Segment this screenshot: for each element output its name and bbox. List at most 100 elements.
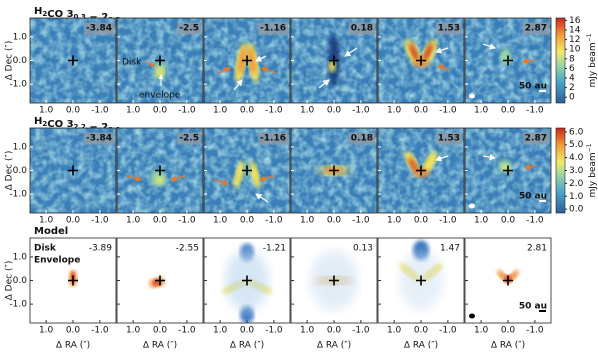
arrow [344,47,358,57]
y-tick-label: 1.0 [13,252,28,262]
center-cross [416,55,426,66]
legend-envelope: Envelope [34,256,80,266]
center-cross [503,55,513,66]
beam [469,203,475,209]
x-tick-label: 0.0 [327,326,342,336]
colorbar-tick-label: 10 [569,45,581,55]
y-tick-label: 0.0 [13,276,28,286]
x-tick-label: -1.0 [352,216,370,226]
envelope-annotation: envelope [139,91,181,101]
colorbar-label: mJy beam−1 [586,143,598,197]
x-tick-label: -1.0 [265,106,283,116]
x-tick-label: -1.0 [439,216,457,226]
y-tick-label: 0.0 [13,166,28,176]
x-axis-label: Δ RA (″) [143,341,177,351]
title-part: − 2 [86,122,108,133]
velocity-box [177,22,201,35]
x-tick-label: 1.0 [39,326,54,336]
x-tick-label: 1.0 [300,216,315,226]
x-tick-label: 0.0 [414,326,429,336]
colorbar-tick-label: 4.0 [569,153,584,163]
arrow [260,66,277,74]
unit: mJy beam [588,152,598,197]
colorbar-tick-label: 5.0 [569,140,584,150]
velocity-box [435,132,462,145]
channel-panel: 1.0 0.0 -1.0 -2.5 [116,17,204,116]
y-axis-label: Δ Dec (″) [5,41,15,81]
map [117,238,203,323]
x-tick-label: -1.0 [91,326,109,336]
y-axis-label: Δ Dec (″) [5,151,15,191]
center-cross [68,55,78,66]
arrow [169,175,186,182]
colorbar [555,127,566,214]
x-tick-label: 1.0 [474,326,489,336]
x-tick-label: 0.0 [240,216,255,226]
velocity-label: 0.13 [353,244,373,254]
arrow [255,193,269,203]
emission [422,43,434,62]
x-tick-label: 0.0 [414,216,429,226]
colorbar-tick-label: 3.0 [569,166,584,176]
colorbar-tick-label: 2 [569,83,575,93]
velocity-box [522,132,549,145]
x-tick-label: 0.0 [66,326,81,336]
x-tick-label: -1.0 [178,106,196,116]
disk-annotation: Disk [122,58,142,68]
arrow [434,155,449,162]
x-tick-label: 0.0 [66,216,81,226]
x-tick-label: 1.0 [39,106,54,116]
x-tick-label: 1.0 [387,106,402,116]
x-tick-label: 0.0 [327,106,342,116]
velocity-box [522,22,549,35]
x-axis-label: Δ RA (″) [317,341,351,351]
velocity-label: 1.53 [438,24,460,34]
center-cross [242,165,252,176]
x-tick-label: 0.0 [240,326,255,336]
x-tick-label: 1.0 [387,326,402,336]
map [204,18,290,103]
arrow [521,57,536,65]
velocity-label: -2.55 [176,244,199,254]
arrow [255,55,267,62]
x-tick-label: 1.0 [126,326,141,336]
x-tick-label: 1.0 [474,216,489,226]
channel-panel: 1.0 0.0 -1.0 -1.21 Δ RA (″) [203,237,291,351]
arrow [217,67,231,74]
channel-panel: 1.0 0.0 -1.0 -2.5 [116,127,204,226]
y-tick-label: 1.0 [13,142,28,152]
emission [156,176,164,185]
x-tick-label: 1.0 [126,216,141,226]
title-part: H [34,6,42,17]
center-cross [242,55,252,66]
x-tick-label: -1.0 [526,326,544,336]
x-tick-label: 1.0 [39,216,54,226]
x-tick-label: 0.0 [153,106,168,116]
channel-panel: 1.0 0.0 -1.0 1.0 0.0 -1.0 -3.89 Δ RA (″) [9,237,117,351]
x-tick-label: 1.0 [300,326,315,336]
arrow [233,79,243,91]
x-tick-label: 0.0 [327,216,342,226]
x-tick-label: -1.0 [439,326,457,336]
title-part: CO 3 [47,9,73,20]
emission [408,157,418,172]
center-cross [329,165,339,176]
colorbar-tick-label: 14 [569,26,581,36]
velocity-label: -1.21 [263,244,286,254]
title-part: H [34,116,42,127]
x-tick-label: -1.0 [526,216,544,226]
center-cross [68,165,78,176]
velocity-label: 2.87 [525,24,547,34]
x-tick-label: 1.0 [213,216,228,226]
velocity-label: -3.84 [86,134,112,144]
arrow [482,43,497,50]
velocity-label: -1.16 [260,134,286,144]
x-tick-label: 1.0 [474,106,489,116]
center-cross [416,165,426,176]
row-title: Model [34,226,68,237]
emission [156,67,164,78]
x-axis-label: Δ RA (″) [230,341,264,351]
center-cross [503,165,513,176]
center-cross [155,165,165,176]
